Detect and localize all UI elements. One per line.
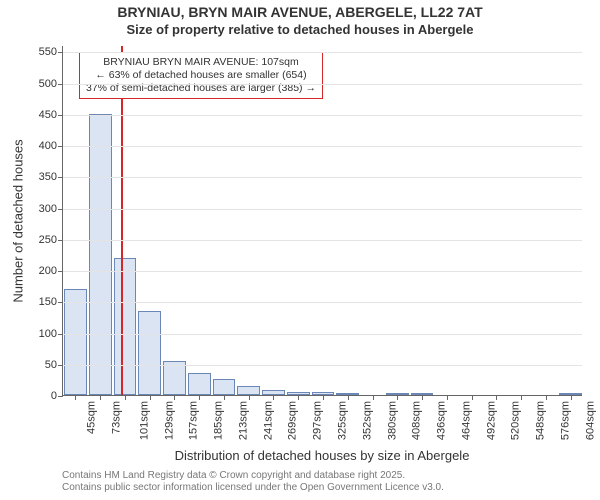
ytick-label: 350 <box>39 171 57 183</box>
histogram-bar <box>138 311 161 395</box>
xtick-mark <box>422 395 423 400</box>
xtick-mark <box>150 395 151 400</box>
gridline <box>63 115 582 116</box>
ytick-mark <box>58 115 63 116</box>
xtick-mark <box>199 395 200 400</box>
xtick-mark <box>75 395 76 400</box>
ytick-label: 400 <box>39 140 57 152</box>
ytick-mark <box>58 240 63 241</box>
ytick-mark <box>58 84 63 85</box>
ytick-label: 550 <box>39 46 57 58</box>
gridline <box>63 240 582 241</box>
ytick-mark <box>58 146 63 147</box>
footer-line-2: Contains public sector information licen… <box>62 482 444 494</box>
ytick-label: 500 <box>39 78 57 90</box>
xtick-label: 380sqm <box>386 401 398 440</box>
gridline <box>63 302 582 303</box>
x-axis-label: Distribution of detached houses by size … <box>175 448 470 463</box>
gridline <box>63 146 582 147</box>
ytick-mark <box>58 177 63 178</box>
annotation-box: BRYNIAU BRYN MAIR AVENUE: 107sqm ← 63% o… <box>79 52 323 99</box>
xtick-mark <box>472 395 473 400</box>
xtick-label: 73sqm <box>111 401 123 434</box>
xtick-mark <box>323 395 324 400</box>
footer-line-1: Contains HM Land Registry data © Crown c… <box>62 470 444 482</box>
xtick-label: 520sqm <box>510 401 522 440</box>
histogram-bar <box>237 386 260 395</box>
xtick-label: 185sqm <box>213 401 225 440</box>
xtick-mark <box>249 395 250 400</box>
gridline <box>63 209 582 210</box>
xtick-mark <box>174 395 175 400</box>
gridline <box>63 334 582 335</box>
xtick-label: 352sqm <box>361 401 373 440</box>
histogram-bar <box>213 379 236 395</box>
xtick-label: 157sqm <box>188 401 200 440</box>
xtick-label: 101sqm <box>138 401 150 440</box>
gridline <box>63 177 582 178</box>
xtick-label: 213sqm <box>238 401 250 440</box>
ytick-mark <box>58 396 63 397</box>
xtick-mark <box>397 395 398 400</box>
xtick-label: 325sqm <box>337 401 349 440</box>
ytick-mark <box>58 365 63 366</box>
xtick-label: 129sqm <box>163 401 175 440</box>
xtick-mark <box>447 395 448 400</box>
xtick-mark <box>100 395 101 400</box>
gridline <box>63 271 582 272</box>
ytick-mark <box>58 271 63 272</box>
xtick-mark <box>521 395 522 400</box>
xtick-mark <box>273 395 274 400</box>
xtick-label: 576sqm <box>559 401 571 440</box>
chart-footer: Contains HM Land Registry data © Crown c… <box>62 470 444 494</box>
xtick-label: 269sqm <box>287 401 299 440</box>
histogram-bar <box>114 258 137 396</box>
ytick-mark <box>58 52 63 53</box>
xtick-mark <box>298 395 299 400</box>
ytick-label: 50 <box>45 359 57 371</box>
gridline <box>63 84 582 85</box>
xtick-label: 297sqm <box>312 401 324 440</box>
ytick-mark <box>58 209 63 210</box>
xtick-mark <box>496 395 497 400</box>
xtick-label: 548sqm <box>535 401 547 440</box>
xtick-mark <box>125 395 126 400</box>
gridline <box>63 52 582 53</box>
histogram-bar <box>188 373 211 395</box>
xtick-label: 492sqm <box>485 401 497 440</box>
ytick-mark <box>58 334 63 335</box>
xtick-mark <box>348 395 349 400</box>
xtick-mark <box>224 395 225 400</box>
chart-title-block: BRYNIAU, BRYN MAIR AVENUE, ABERGELE, LL2… <box>0 4 600 38</box>
xtick-mark <box>571 395 572 400</box>
ytick-mark <box>58 302 63 303</box>
xtick-mark <box>546 395 547 400</box>
chart-title-line2: Size of property relative to detached ho… <box>0 22 600 38</box>
xtick-label: 241sqm <box>262 401 274 440</box>
xtick-label: 464sqm <box>460 401 472 440</box>
ytick-label: 450 <box>39 109 57 121</box>
ytick-label: 300 <box>39 203 57 215</box>
chart-title-line1: BRYNIAU, BRYN MAIR AVENUE, ABERGELE, LL2… <box>0 4 600 22</box>
gridline <box>63 365 582 366</box>
ytick-label: 200 <box>39 265 57 277</box>
property-size-histogram: BRYNIAU, BRYN MAIR AVENUE, ABERGELE, LL2… <box>0 0 600 500</box>
ytick-label: 150 <box>39 296 57 308</box>
xtick-mark <box>373 395 374 400</box>
ytick-label: 100 <box>39 328 57 340</box>
xtick-label: 408sqm <box>411 401 423 440</box>
ytick-label: 0 <box>51 390 57 402</box>
ytick-label: 250 <box>39 234 57 246</box>
annotation-line-1: BRYNIAU BRYN MAIR AVENUE: 107sqm <box>86 56 316 69</box>
histogram-bar <box>89 114 112 395</box>
histogram-bar <box>64 289 87 395</box>
xtick-label: 436sqm <box>436 401 448 440</box>
plot-area: BRYNIAU BRYN MAIR AVENUE: 107sqm ← 63% o… <box>62 46 582 396</box>
xtick-label: 604sqm <box>584 401 596 440</box>
annotation-line-2: ← 63% of detached houses are smaller (65… <box>86 69 316 82</box>
y-axis-label: Number of detached houses <box>11 139 26 302</box>
xtick-label: 45sqm <box>86 401 98 434</box>
histogram-bar <box>163 361 186 395</box>
